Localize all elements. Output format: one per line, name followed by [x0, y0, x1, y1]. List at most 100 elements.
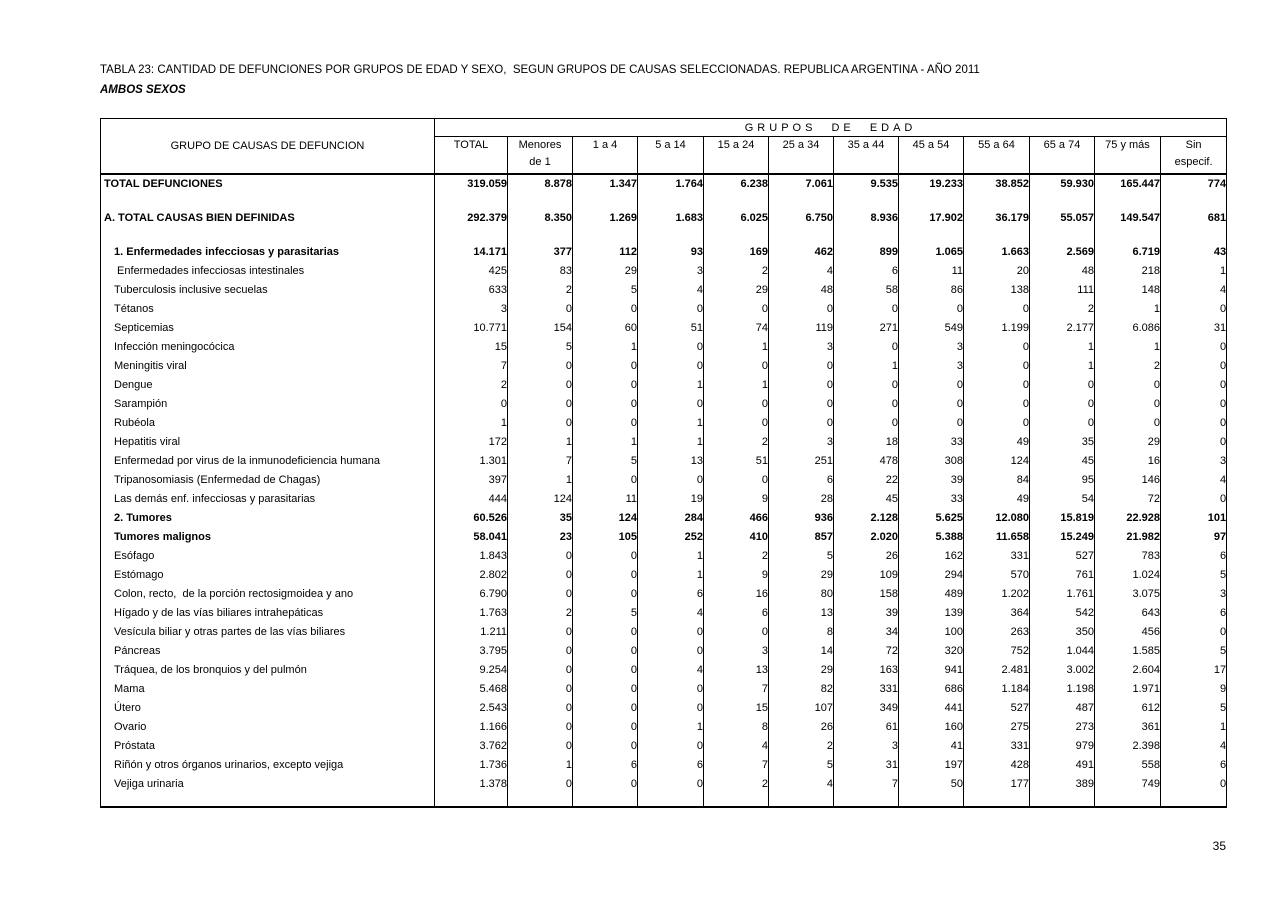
cell-value: 1.184 [963, 679, 1030, 698]
spacer-cell [1094, 793, 1161, 807]
cell-value: 124 [963, 451, 1030, 470]
cell-value: 29 [768, 565, 834, 584]
cell-value: 6.719 [1094, 242, 1161, 261]
cell-value: 48 [1029, 261, 1095, 280]
cell-value: 271 [833, 318, 899, 337]
cell-value: 5 [1159, 641, 1227, 660]
row-label: Rubéola [114, 416, 155, 429]
cell-value: 3 [833, 736, 899, 755]
cell-value: 6 [768, 470, 834, 489]
table-row: A. TOTAL CAUSAS BIEN DEFINIDAS 292.379 8.3… [101, 209, 1227, 242]
cell-value: 7 [833, 774, 899, 793]
cell-value: 1 [637, 717, 704, 736]
cell-value: 361 [1094, 717, 1161, 736]
table-row: Tráquea, de los bronquios y del pulmón 9.… [101, 660, 1227, 679]
deaths-table: GRUPO DE CAUSAS DE DEFUNCION GRUPOS DE E… [100, 118, 1228, 808]
row-label: Infección meningocócica [114, 340, 235, 353]
row-label: Dengue [114, 378, 153, 391]
column-header-age: 1 a 4 [572, 136, 638, 175]
cell-value: 6.025 [703, 209, 769, 242]
cell-value: 0 [572, 356, 638, 375]
spacer-cell [768, 793, 834, 807]
cell-value: 0 [1029, 375, 1095, 394]
row-label: TOTAL DEFUNCIONES [104, 178, 223, 190]
cell-value: 12.080 [963, 508, 1030, 527]
cell-value: 1.024 [1094, 565, 1161, 584]
cell-value: 3 [434, 299, 508, 318]
page-number: 35 [1212, 839, 1226, 853]
cell-value: 3 [768, 337, 834, 356]
cell-value: 1.378 [434, 774, 508, 793]
cell-value: 124 [572, 508, 638, 527]
row-label: 1. Enfermedades infecciosas y parasitari… [114, 245, 340, 258]
cell-value: 60.526 [434, 508, 508, 527]
cell-value: 2.481 [963, 660, 1030, 679]
cell-value: 3.795 [434, 641, 508, 660]
cell-value: 761 [1029, 565, 1095, 584]
cell-value: 2 [1094, 356, 1161, 375]
row-label: Esófago [114, 549, 155, 562]
cell-value: 1 [1029, 337, 1095, 356]
cell-value: 8 [703, 717, 769, 736]
cell-value: 3.762 [434, 736, 508, 755]
cell-value: 252 [637, 527, 704, 546]
cell-value: 0 [507, 546, 573, 565]
cell-value: 7 [434, 356, 508, 375]
cell-value: 5 [572, 451, 638, 470]
spacer-cell [507, 793, 573, 807]
cell-value: 7.061 [768, 174, 834, 209]
table-row: Estómago 2.802 0 0 1 9 29 109 294 570 761 1.024 5 [101, 565, 1227, 584]
cell-value: 441 [898, 698, 964, 717]
cell-value: 0 [637, 356, 704, 375]
cell-value: 0 [572, 546, 638, 565]
cell-value: 0 [833, 375, 899, 394]
cell-value: 1.736 [434, 755, 508, 774]
cell-value: 0 [507, 641, 573, 660]
cell-value: 1.761 [1029, 584, 1095, 603]
row-label: Útero [114, 701, 141, 714]
cell-value: 3 [1159, 584, 1227, 603]
cell-value: 0 [507, 736, 573, 755]
row-label: Hígado y de las vías biliares intrahepát… [114, 606, 324, 619]
cell-value: 3 [898, 356, 964, 375]
cell-value: 0 [963, 337, 1030, 356]
cell-value: 466 [703, 508, 769, 527]
cell-value: 0 [572, 470, 638, 489]
cell-value: 570 [963, 565, 1030, 584]
cell-value: 0 [1159, 622, 1227, 641]
cell-value: 0 [1159, 413, 1227, 432]
cell-value: 1.301 [434, 451, 508, 470]
row-label: Enfermedad por virus de la inmunodeficie… [114, 454, 380, 467]
table-row: Meningitis viral 7 0 0 0 0 0 1 3 0 1 2 0 [101, 356, 1227, 375]
cell-value: 61 [833, 717, 899, 736]
cell-value: 139 [898, 603, 964, 622]
cell-value: 1.763 [434, 603, 508, 622]
cell-value: 43 [1159, 242, 1227, 261]
cell-value: 857 [768, 527, 834, 546]
spacer-cell [101, 793, 435, 807]
cell-value: 0 [637, 394, 704, 413]
column-header-age: TOTAL [434, 136, 508, 175]
cell-value: 6.086 [1094, 318, 1161, 337]
cell-value: 165.447 [1094, 174, 1161, 209]
table-row: Riñón y otros órganos urinarios, excepto… [101, 755, 1227, 774]
spacer-cell [833, 793, 899, 807]
cell-value: 0 [703, 470, 769, 489]
cell-value: 1.166 [434, 717, 508, 736]
cell-value: 4 [637, 603, 704, 622]
cell-value: 1 [572, 337, 638, 356]
cell-value: 8.350 [507, 209, 573, 242]
cell-value: 1 [507, 432, 573, 451]
row-label: Tumores malignos [114, 530, 211, 543]
cell-value: 50 [898, 774, 964, 793]
cell-value: 14 [768, 641, 834, 660]
cell-value: 0 [572, 774, 638, 793]
cell-value: 0 [637, 736, 704, 755]
table-row: Las demás enf. infecciosas y parasitaria… [101, 489, 1227, 508]
cell-value: 2.802 [434, 565, 508, 584]
cell-value: 6 [1159, 755, 1227, 774]
cell-value: 45 [1029, 451, 1095, 470]
cell-value: 3 [768, 432, 834, 451]
table-row: 1. Enfermedades infecciosas y parasitari… [101, 242, 1227, 261]
